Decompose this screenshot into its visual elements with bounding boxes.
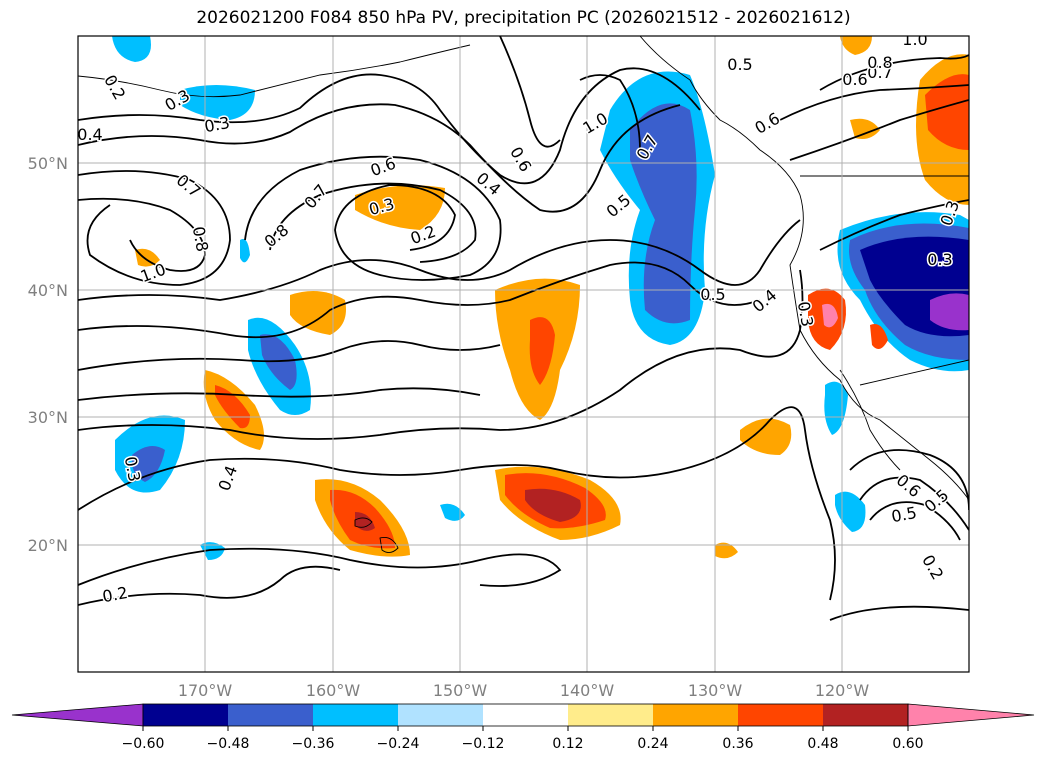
precip-region-small-pos-2 — [715, 542, 738, 559]
border-us-mexico — [859, 359, 969, 386]
colorbar-tick-label: 0.48 — [807, 736, 838, 752]
colorbar-tick-label: −0.12 — [462, 736, 505, 752]
map-title: 2026021200 F084 850 hPa PV, precipitatio… — [196, 8, 851, 28]
longitude-labels: 170°W 160°W 150°W 140°W 130°W 120°W — [178, 681, 870, 700]
colorbar-tick-label: 0.24 — [637, 736, 668, 752]
precip-region-small-pos-1 — [135, 248, 160, 267]
precip-region-brick-22n — [525, 488, 581, 522]
colorbar-extend-max — [907, 703, 1035, 727]
precip-region-blue-nw — [180, 85, 255, 120]
precip-region-pos-38n — [290, 291, 346, 335]
precip-region-blue-pnw-core — [630, 103, 697, 324]
lon-label: 160°W — [306, 681, 361, 700]
contour-label: 0.7 — [867, 63, 892, 82]
precip-region-navy-26n — [131, 446, 165, 482]
lat-label: 30°N — [28, 408, 68, 427]
lat-label: 20°N — [28, 536, 68, 555]
lon-label: 150°W — [433, 681, 488, 700]
colorbar-tick-label: −0.48 — [207, 736, 250, 752]
precip-region-navy-35n — [260, 334, 297, 390]
contour-label: 0.3 — [121, 455, 144, 483]
colorbar-tick-label: −0.24 — [377, 736, 420, 752]
precip-region-brick-hawaii — [355, 512, 375, 531]
coastline-alaska — [78, 44, 471, 98]
contour-label: 0.3 — [794, 300, 817, 328]
colorbar-tick-label: 0.36 — [722, 736, 753, 752]
contour-label: 0.3 — [927, 250, 952, 269]
precip-region-pink-oregon — [822, 303, 838, 328]
contour-label: 0.6 — [842, 70, 867, 89]
precip-region-small-pos-3 — [840, 36, 872, 55]
colorbar-segment — [143, 704, 228, 726]
colorbar-segment — [228, 704, 313, 726]
latitude-labels: 50°N 40°N 30°N 20°N — [28, 154, 68, 555]
lon-label: 130°W — [688, 681, 743, 700]
precip-region-blue-22n-east — [835, 491, 866, 532]
precip-region-pos-north — [355, 185, 445, 230]
lon-label: 120°W — [815, 681, 870, 700]
colorbar-segment — [313, 704, 398, 726]
colorbar: −0.60 −0.48 −0.36 −0.24 −0.12 0.12 0.24 0.36 0.4… — [11, 703, 1035, 752]
contour-label: 0.2 — [101, 583, 129, 606]
precip-region-small-blue-1 — [200, 542, 225, 560]
contour-label: 1.0 — [902, 30, 927, 49]
lat-label: 40°N — [28, 281, 68, 300]
coastline-hawaii-2 — [379, 537, 399, 553]
coastlines — [78, 36, 969, 553]
graticule — [78, 36, 969, 672]
precip-region-blue-nw-top — [112, 36, 151, 62]
precip-region-red-central — [529, 317, 555, 385]
colorbar-tick-label: −0.36 — [292, 736, 335, 752]
lon-label: 170°W — [178, 681, 233, 700]
map-border — [77, 35, 970, 673]
colorbar-segment — [568, 704, 653, 726]
contour-label: 0.5 — [700, 285, 725, 304]
precip-region-small-pos-4 — [850, 118, 880, 139]
colorbar-extend-min — [11, 703, 144, 727]
colorbar-segment — [398, 704, 483, 726]
coastline-baja — [839, 369, 901, 471]
contour-label: 0.4 — [77, 125, 102, 144]
colorbar-tick-label: 0.60 — [892, 736, 923, 752]
coastline-north-america — [639, 36, 969, 501]
lon-label: 140°W — [560, 681, 615, 700]
contour-label: 0.8 — [867, 53, 892, 72]
precip-region-small-blue-3 — [240, 239, 250, 263]
colorbar-tick-label: 0.12 — [552, 736, 583, 752]
contour-label: 0.5 — [890, 503, 918, 526]
colorbar-segment — [653, 704, 738, 726]
colorbar-segment — [738, 704, 823, 726]
colorbar-segment — [483, 704, 568, 726]
colorbar-border — [142, 703, 909, 727]
precip-region-purple-west-us — [930, 293, 969, 331]
precip-fills — [112, 36, 969, 560]
precip-region-small-blue-2 — [440, 503, 465, 521]
colorbar-tick-label: −0.60 — [122, 736, 165, 752]
precip-region-small-pos-5 — [870, 324, 888, 349]
precip-region-pos-27n — [740, 418, 792, 455]
colorbar-segment — [823, 704, 908, 726]
contour-label: 0.5 — [727, 55, 752, 74]
lat-label: 50°N — [28, 154, 68, 173]
contour-label: 0.8 — [189, 225, 212, 253]
coastline-hawaii-1 — [354, 517, 373, 528]
precip-region-red-ne — [925, 74, 969, 150]
